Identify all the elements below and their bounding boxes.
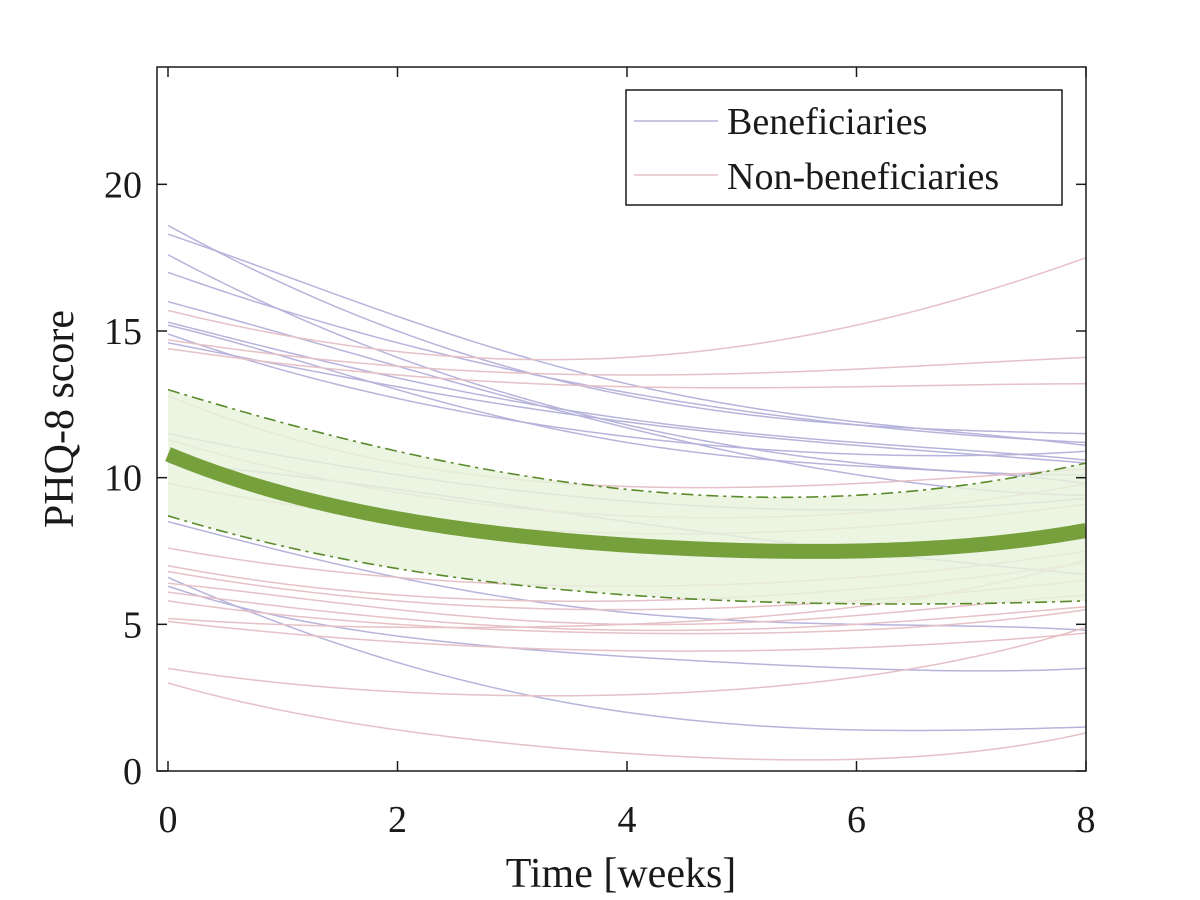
plot-frame: [156, 66, 1087, 772]
y-tick-label-15: 15: [104, 311, 142, 353]
beneficiary-trajectory-8: [167, 341, 1086, 464]
non-beneficiary-trajectory-27: [167, 620, 1086, 652]
non-beneficiary-trajectory-25: [167, 600, 1086, 635]
y-tick-label-5: 5: [123, 604, 142, 646]
x-tick-label-8: 8: [1077, 799, 1096, 841]
beneficiary-trajectory-7: [167, 333, 1086, 457]
non-beneficiary-trajectory-24: [167, 591, 1086, 632]
beneficiary-trajectory-13: [167, 585, 1086, 672]
legend-box: [625, 89, 1063, 206]
legend-label-non-beneficiaries: Non-beneficiaries: [727, 156, 999, 198]
plot-area: [165, 224, 1086, 761]
beneficiary-trajectory-12: [167, 576, 1086, 732]
y-tick-label-0: 0: [123, 751, 142, 793]
non-beneficiary-trajectory-29: [167, 682, 1086, 761]
beneficiary-trajectory-4: [167, 300, 1086, 497]
x-axis-label: Time [weeks]: [506, 851, 737, 897]
y-tick-label-10: 10: [104, 458, 142, 500]
x-tick-label-2: 2: [388, 799, 407, 841]
legend-label-beneficiaries: Beneficiaries: [727, 101, 927, 143]
x-tick-label-4: 4: [618, 799, 637, 841]
mean-trajectory-line: [165, 447, 1086, 559]
axis-ticks: 0 2 4 6 8 0 5 10 15 20: [104, 67, 1096, 841]
non-beneficiary-trajectory-28: [167, 626, 1086, 697]
beneficiary-trajectory-5: [167, 321, 1086, 461]
y-tick-label-20: 20: [104, 164, 142, 206]
y-axis-label: PHQ-8 score: [37, 310, 83, 528]
non-beneficiary-trajectory-14: [167, 256, 1086, 361]
beneficiary-trajectory-1: [167, 233, 1086, 447]
confidence-band-upper: [167, 388, 1086, 499]
beneficiary-trajectory-3: [167, 271, 1086, 444]
confidence-band-lower: [167, 515, 1086, 605]
legend: Beneficiaries Non-beneficiaries: [625, 89, 1063, 206]
mean-trajectory: [165, 447, 1086, 559]
x-tick-label-0: 0: [159, 799, 178, 841]
x-tick-label-6: 6: [847, 799, 866, 841]
non-beneficiary-trajectory-15: [167, 339, 1086, 376]
non-beneficiary-trajectory-16: [167, 347, 1086, 389]
